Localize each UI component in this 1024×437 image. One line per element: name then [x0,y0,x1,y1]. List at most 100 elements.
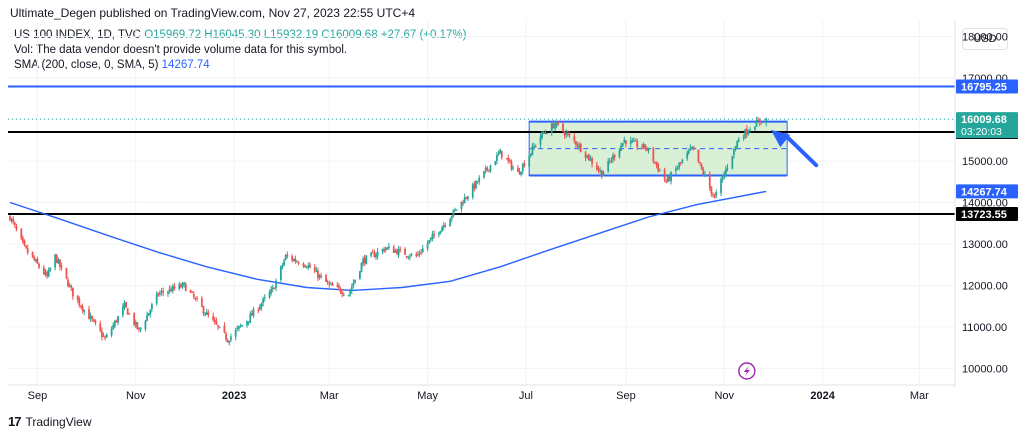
candle-body [207,312,210,316]
candle-body [112,325,115,329]
candle-body [47,269,50,277]
candle-body [136,322,139,330]
candle-body [645,149,648,151]
candle-body [205,312,208,315]
candle-body [101,331,103,337]
candle-body [155,293,158,304]
price-tick-label: 13000.00 [962,239,1008,251]
candle-body [600,170,603,177]
candle-body [59,259,61,267]
candle-body [89,316,92,319]
candle-body [528,155,531,167]
candle-body [704,174,706,176]
price-axis-label: 16009.68 [961,114,1007,126]
candle-body [279,266,282,280]
candle-body [194,297,197,299]
candle-body [392,246,395,253]
candle-body [121,306,124,316]
price-axis-label-bg [956,112,1018,139]
candle-body [88,309,90,320]
candle-body [396,250,398,255]
candle-body [225,333,227,340]
candle-body [383,249,385,252]
currency-button[interactable]: USD [962,28,1008,50]
candle-body [371,252,374,254]
candle-body [178,284,181,289]
candle-body [723,173,726,177]
candle-body [347,295,350,297]
candle-body [641,146,643,148]
candle-body [283,260,285,266]
footer-brand: 17 TradingView [8,414,92,429]
candle-body [318,274,321,278]
candle-body [189,290,192,293]
candle-body [173,286,176,289]
candle-body [262,298,265,303]
time-tick-label: 2023 [222,390,246,402]
level-price-label-bg [956,206,1018,221]
candle-body [291,256,294,261]
price-axis-label: 14267.74 [961,186,1008,198]
candle-body [200,298,203,307]
candle-body [692,146,695,150]
candle-body [708,173,711,188]
candle-body [417,254,419,256]
candle-body [625,140,627,145]
candle-body [555,121,558,126]
candle-body [573,136,576,141]
candle-body [21,237,24,242]
candle-body [744,129,747,138]
candle-body [60,265,63,268]
candle-body [146,315,148,322]
price-tick-label: 14000.00 [962,198,1008,210]
symbol-label[interactable]: US 100 INDEX, 1D, TVC [14,29,141,41]
candle-body [70,285,73,288]
candle-body [534,145,537,147]
time-tick-label: Nov [714,390,734,402]
candle-body [734,146,737,150]
candle-body [657,164,660,171]
candle-body [450,216,453,219]
candle-body [760,123,763,125]
candle-body [80,305,82,307]
candle-body [689,147,692,151]
annotation-arrow-head-icon [771,129,791,148]
candle-body [591,158,593,164]
candle-body [191,291,194,293]
candle-body [139,327,142,330]
candle-body [259,306,261,310]
candle-body [381,249,384,252]
candle-body [273,288,276,290]
candle-body [336,285,339,287]
candle-body [38,264,40,268]
candle-body [263,297,266,299]
candle-body [678,163,681,168]
candle-body [715,192,718,197]
candle-body [42,267,45,275]
candle-body [749,130,751,132]
candle-body [302,263,305,267]
candle-body [563,132,566,136]
candle-body [546,133,548,135]
candle-body [724,168,727,174]
candle-body [529,153,532,156]
candle-body [31,251,34,257]
level-price-label: 15699.45 [961,127,1007,139]
candle-body [338,285,340,288]
candle-body [499,149,502,154]
candle-body [10,218,13,221]
time-tick-label: Jul [519,390,533,402]
candle-body [54,254,57,268]
candle-body [508,160,511,162]
candle-body [702,169,705,175]
candle-body [754,127,756,130]
candle-body [489,165,492,171]
candle-body [168,288,171,292]
candle-body [483,170,485,178]
sma-label[interactable]: SMA (200, close, 0, SMA, 5) [14,59,159,71]
candle-body [15,226,18,230]
candle-body [636,141,639,147]
candle-body [260,303,263,308]
candle-body [46,272,48,277]
candle-body [241,325,244,327]
